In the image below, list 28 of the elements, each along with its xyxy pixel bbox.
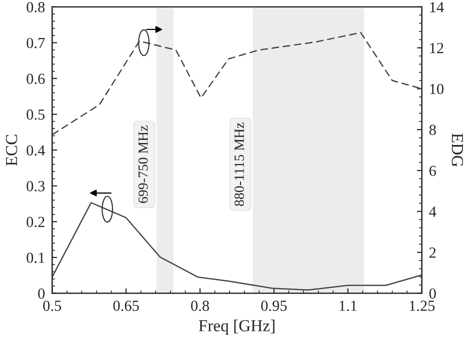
x-tick-label: 0.8 — [191, 300, 209, 312]
y2-tick-label: 6 — [429, 166, 436, 176]
x-tick-label: 0.95 — [261, 300, 287, 312]
band-label: 699-750 MHz — [138, 126, 148, 203]
x-tick-label: 0.5 — [43, 300, 62, 312]
y-tick-label: 0 — [38, 288, 45, 299]
y2-tick-label: 8 — [429, 124, 436, 136]
y2-tick-label: 12 — [430, 42, 444, 54]
band-label: 880-1115 MHz — [234, 122, 244, 206]
x-tick-label: 1.25 — [410, 300, 435, 312]
y2-axis-title: EDG — [452, 133, 463, 167]
y-tick-label: 0.1 — [26, 252, 44, 263]
x-tick-label: 0.65 — [113, 300, 139, 312]
x-tick-label: 1.1 — [340, 300, 357, 312]
y-tick-label: 0.5 — [26, 109, 45, 120]
y2-tick-label: 10 — [430, 84, 444, 94]
y2-tick-label: 14 — [430, 2, 444, 12]
y-tick-label: 0.2 — [26, 216, 44, 228]
y-tick-label: 0.4 — [26, 145, 45, 156]
y2-tick-label: 4 — [429, 206, 436, 217]
y-tick-label: 0.6 — [26, 74, 45, 84]
y2-tick-label: 0 — [429, 288, 436, 299]
y-axis-title: ECC — [6, 134, 18, 166]
y2-tick-label: 2 — [429, 248, 436, 258]
x-axis-title: Freq [GHz] — [198, 320, 274, 335]
y-tick-label: 0.8 — [26, 2, 45, 12]
y-tick-label: 0.7 — [26, 38, 45, 48]
y-tick-label: 0.3 — [26, 181, 45, 192]
